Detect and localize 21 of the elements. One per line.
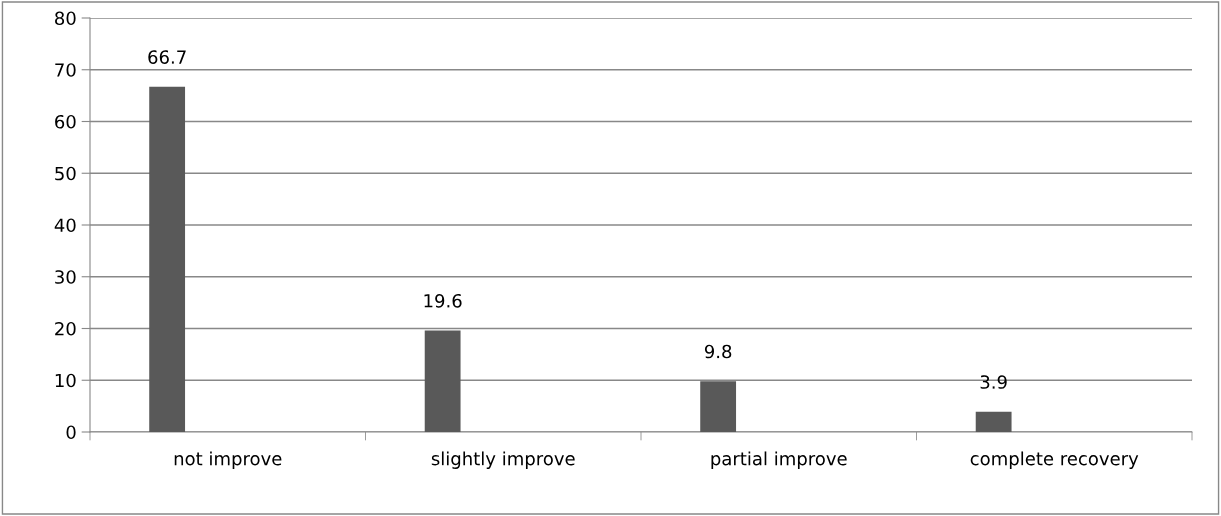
y-tick-label: 0 (66, 425, 76, 440)
data-label: 19.6 (424, 293, 462, 308)
data-label: 9.8 (704, 344, 732, 359)
bar (149, 86, 186, 432)
bar (975, 411, 1012, 432)
y-tick-label: 10 (55, 373, 76, 388)
y-tick-label: 30 (55, 270, 76, 284)
y-tick-label: 20 (55, 321, 76, 336)
x-tick-label: not improve (174, 451, 282, 469)
y-tick-label: 70 (55, 63, 76, 77)
y-tick-label: 40 (54, 218, 76, 233)
y-tick-label: 80 (55, 11, 76, 26)
data-label: 66.7 (148, 50, 186, 64)
x-tick-label: partial improve (711, 451, 847, 469)
x-tick-label: complete recovery (970, 451, 1139, 469)
data-label: 3.9 (980, 375, 1007, 389)
x-tick-label: slightly improve (431, 451, 575, 469)
bar (700, 381, 737, 432)
y-tick-label: 50 (55, 166, 76, 181)
bar (424, 330, 461, 432)
y-tick-label: 60 (55, 114, 76, 129)
